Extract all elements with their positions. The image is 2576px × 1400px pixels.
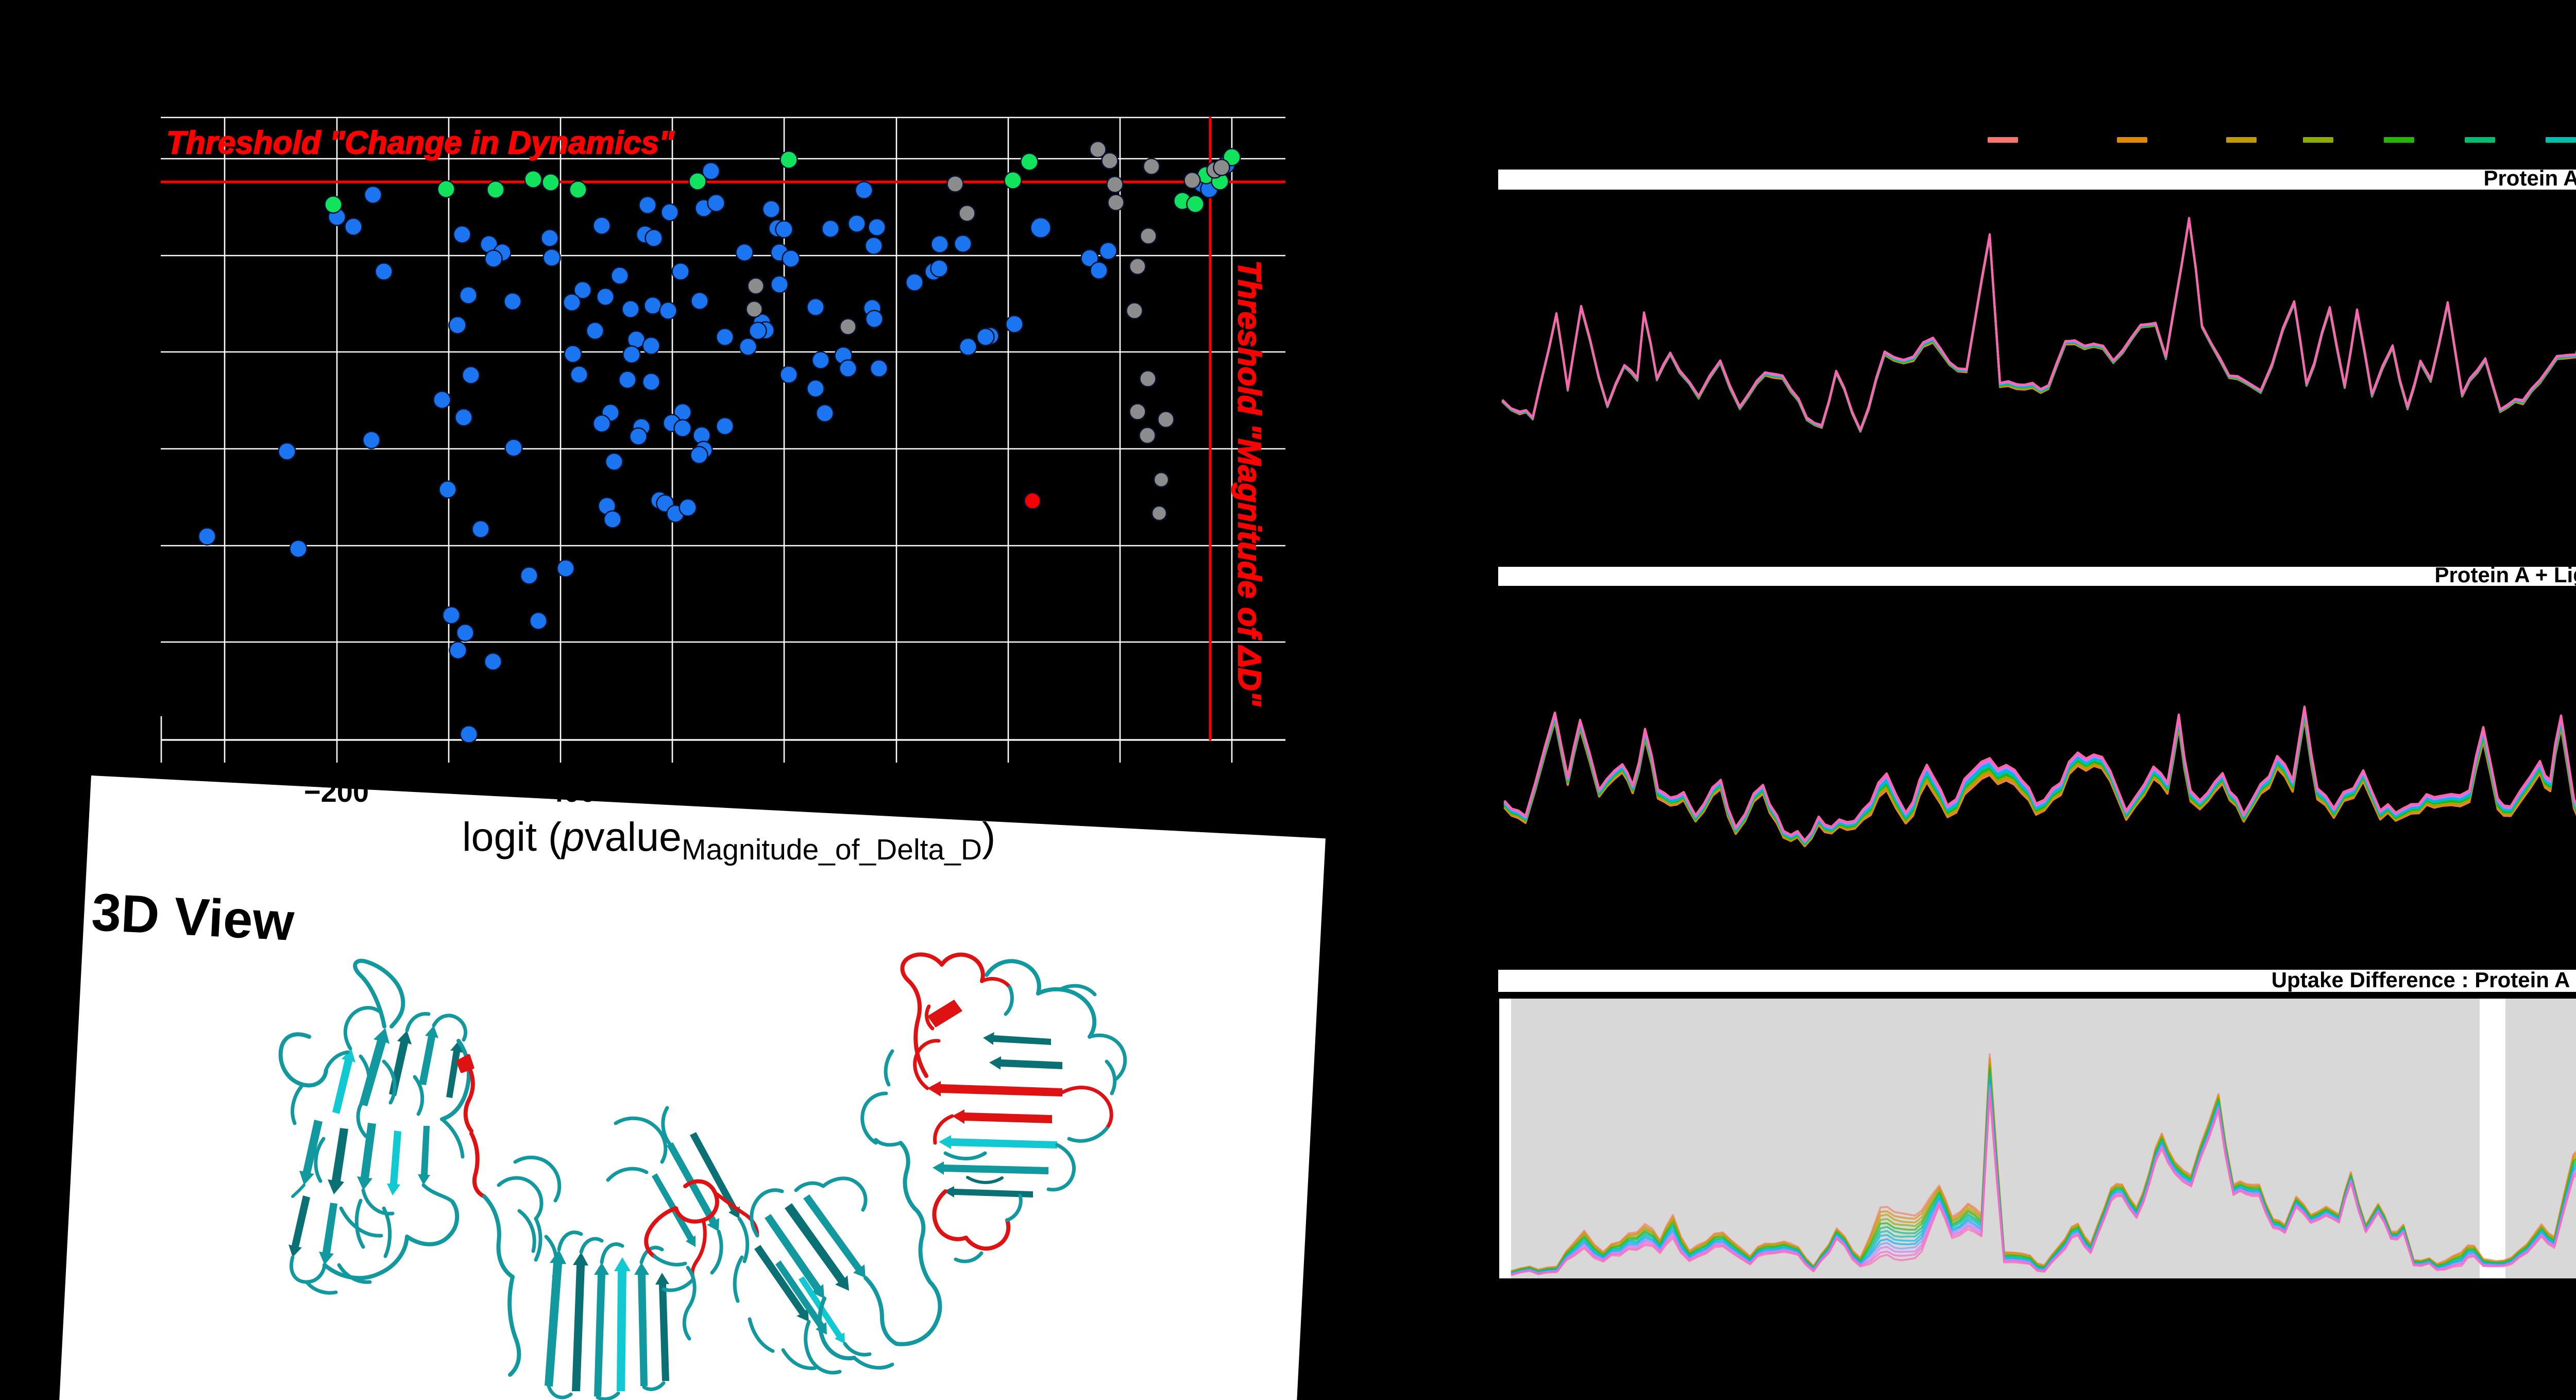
svg-text:Protein A + Ligand: Protein A + Ligand [2434,563,2576,587]
svg-text:Uptake Difference : Protein A: Uptake Difference : Protein A - (Protein… [2272,968,2576,992]
svg-text:−200: −200 [304,775,369,808]
svg-text:400: 400 [548,775,596,808]
svg-text:Protein A: Protein A [2483,166,2576,190]
svg-text:Threshold "Magnitude of ΔD": Threshold "Magnitude of ΔD" [1231,260,1267,707]
svg-text:Threshold "Change in Dynamics": Threshold "Change in Dynamics" [166,125,675,161]
svg-text:logit (pvalueMagnitude_of_Delt: logit (pvalueMagnitude_of_Delta_D) [462,814,995,866]
